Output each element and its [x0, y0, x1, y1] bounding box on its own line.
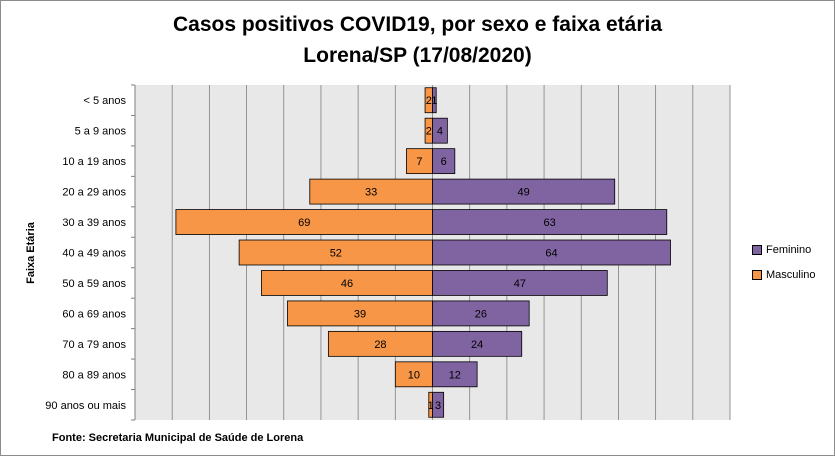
bar-masculino: [309, 178, 433, 205]
bar-feminino: [432, 330, 523, 357]
legend-swatch-masculino: [752, 269, 762, 280]
legend-label-feminino: Feminino: [766, 243, 812, 256]
category-label: 90 anos ou mais: [45, 400, 126, 412]
data-label-feminino: 1: [431, 95, 437, 107]
bar-feminino: [432, 117, 448, 144]
data-label-feminino: 47: [514, 278, 526, 290]
source-note: Fonte: Secretaria Municipal de Saúde de …: [52, 432, 304, 444]
chart-subtitle: Lorena/SP (17/08/2020): [303, 44, 532, 67]
bar-masculino: [261, 270, 433, 296]
category-label: < 5 anos: [83, 95, 126, 107]
bar-feminino: [432, 148, 456, 175]
legend-item-masculino: Masculino: [752, 267, 816, 282]
bar-feminino: [432, 87, 437, 114]
bar-masculino: [327, 330, 433, 357]
category-label: 10 a 19 anos: [62, 156, 126, 168]
data-label-feminino: 4: [437, 126, 443, 138]
category-label: 50 a 59 anos: [62, 278, 126, 290]
data-label-feminino: 6: [441, 156, 447, 168]
bar-masculino: [406, 148, 433, 175]
legend-item-feminino: Feminino: [752, 242, 816, 257]
bar-feminino: [432, 391, 445, 418]
chart-title: Casos positivos COVID19, por sexo e faix…: [172, 13, 663, 36]
bar-feminino: [432, 209, 668, 235]
data-label-masculino: 46: [341, 278, 353, 290]
data-label-masculino: 39: [354, 308, 366, 320]
bar-feminino: [432, 300, 530, 327]
bar-feminino: [432, 239, 671, 266]
data-label-feminino: 63: [544, 217, 556, 229]
category-label: 20 a 29 anos: [62, 187, 126, 199]
bar-feminino: [432, 361, 478, 388]
data-label-masculino: 2: [426, 95, 432, 107]
category-label: 70 a 79 anos: [62, 339, 126, 351]
bar-masculino: [175, 209, 433, 235]
data-label-feminino: 64: [545, 248, 557, 260]
data-label-masculino: 2: [426, 126, 432, 138]
data-label-feminino: 3: [435, 400, 441, 412]
data-label-masculino: 10: [408, 369, 420, 381]
data-label-masculino: 7: [416, 156, 422, 168]
data-label-masculino: 1: [428, 400, 434, 412]
bar-masculino: [394, 361, 433, 388]
data-label-masculino: 33: [365, 187, 377, 199]
category-label: 30 a 39 anos: [62, 217, 126, 229]
legend-swatch-feminino: [752, 244, 762, 255]
category-label: 60 a 69 anos: [62, 308, 126, 320]
bar-feminino: [432, 270, 608, 296]
data-label-feminino: 24: [471, 339, 483, 351]
data-label-masculino: 69: [298, 217, 310, 229]
category-label: 80 a 89 anos: [62, 369, 126, 381]
category-label: 5 a 9 anos: [75, 126, 127, 138]
legend-label-masculino: Masculino: [766, 268, 816, 281]
category-label: 40 a 49 anos: [62, 248, 126, 260]
data-label-feminino: 49: [517, 187, 529, 199]
bar-feminino: [432, 178, 616, 205]
data-label-masculino: 52: [330, 248, 342, 260]
data-label-feminino: 26: [475, 308, 487, 320]
legend: Feminino Masculino: [752, 242, 816, 292]
bar-masculino: [238, 239, 433, 266]
data-label-masculino: 28: [374, 339, 386, 351]
bar-masculino: [287, 300, 433, 327]
data-label-feminino: 12: [449, 369, 461, 381]
